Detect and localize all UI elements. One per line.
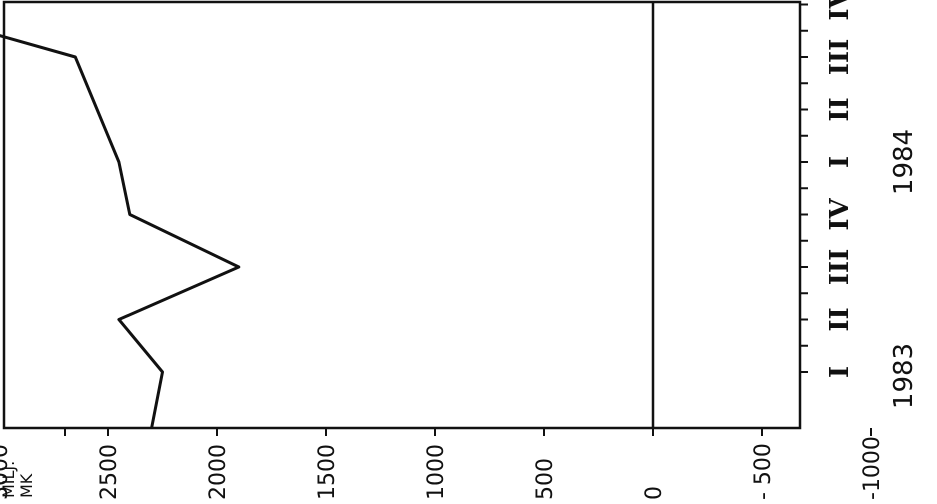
unit-label-line: MILJ. (0, 461, 18, 498)
value-tick-label: 1500 (315, 444, 340, 500)
unit-label: MILJ. MK (0, 461, 36, 498)
quarter-label: IV (825, 0, 855, 21)
value-tick-label: - 500 (751, 443, 776, 500)
quarter-label: II (825, 307, 855, 331)
value-tick-label: 1000 (424, 444, 449, 500)
value-tick-label: 500 (533, 458, 558, 500)
quarter-label: II (825, 97, 855, 121)
quarter-label: III (825, 249, 855, 286)
value-tick-label: 2500 (97, 444, 122, 500)
value-tick-label: 2000 (206, 444, 231, 500)
plot-border (2, 0, 802, 430)
quarter-label: I (825, 366, 855, 378)
value-tick-label: 0 (642, 486, 667, 500)
quarter-label: III (825, 39, 855, 76)
year-label: 1983 (889, 343, 919, 409)
value-axis: 5000450040003500300025002000150010005000… (0, 428, 885, 500)
value-tick-label: 3000 (0, 444, 13, 500)
quarter-label: I (825, 156, 855, 168)
quarter-label: IV (825, 198, 855, 231)
series-layer (0, 34, 241, 429)
plot-frame (2, 0, 802, 430)
series-line-solid (0, 34, 241, 429)
year-label: 1984 (889, 129, 919, 195)
value-tick-label: -1000 (860, 436, 885, 500)
unit-label-line: MK (17, 473, 36, 498)
